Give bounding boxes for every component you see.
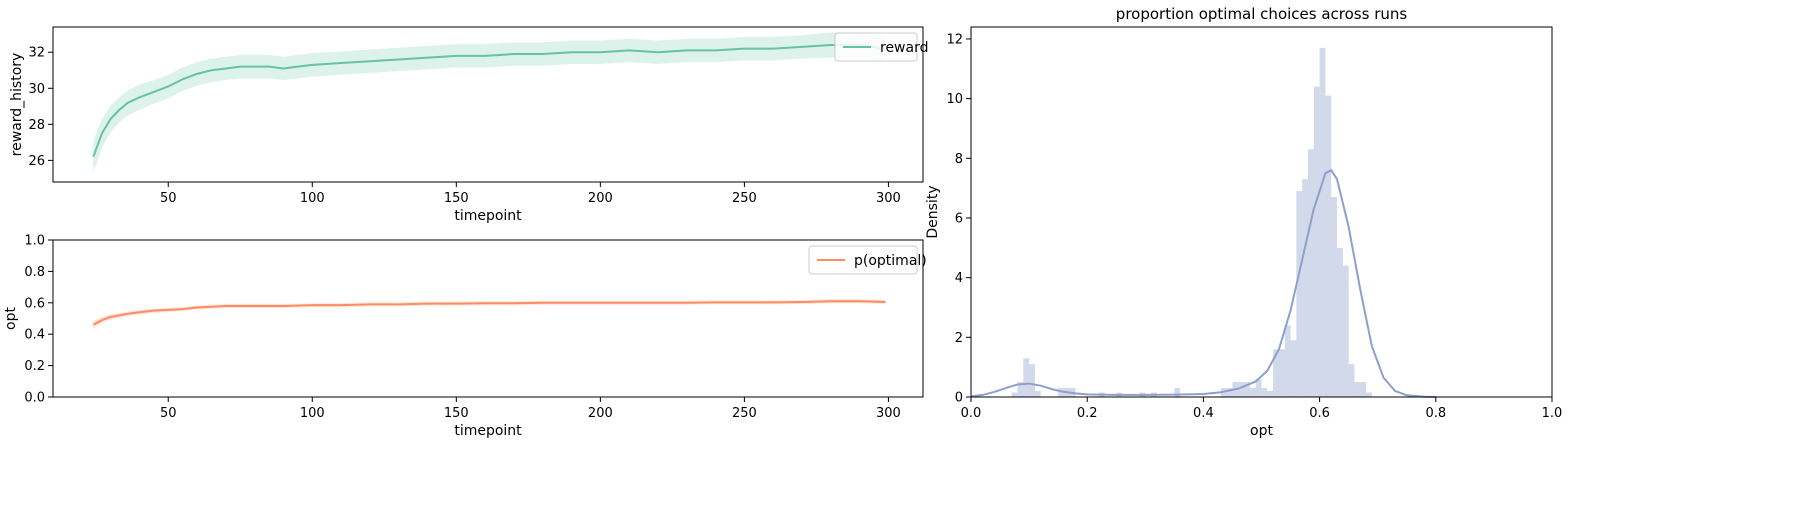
chart-p-optimal: 50 100 150 200 250 300 0.0 0.2 0.4 0.6 0.8 1.0 timep… <box>3 234 927 440</box>
x-tick-label: 0.4 <box>1193 406 1214 421</box>
x-tick-label: 200 <box>588 191 613 206</box>
histogram-bar <box>1011 392 1018 397</box>
histogram-bar <box>1337 247 1343 397</box>
histogram-bar <box>1226 388 1233 397</box>
x-tick-label: 250 <box>732 191 757 206</box>
y-tick-label: 26 <box>28 154 45 169</box>
histogram-bar <box>1354 382 1361 397</box>
histogram-bar <box>1174 388 1181 397</box>
y-tick-label: 0.6 <box>24 296 45 311</box>
series-line-reward <box>92 44 886 158</box>
chart-title: proportion optimal choices across runs <box>1116 5 1408 23</box>
histogram-bar <box>1366 392 1372 397</box>
histogram-bar <box>1348 364 1355 397</box>
histogram-bar <box>1296 191 1303 397</box>
histogram-bar <box>1023 358 1030 397</box>
y-tick-label: 1.0 <box>24 234 45 249</box>
histogram-bar <box>1255 379 1262 397</box>
x-tick-label: 300 <box>876 191 901 206</box>
y-tick-label: 0.8 <box>24 265 45 280</box>
series-line-poptimal <box>92 300 886 326</box>
chart-opt-distribution: 0.0 0.2 0.4 0.6 0.8 1.0 0 2 4 6 8 10 12 opt Density pro… <box>925 5 1562 439</box>
axes-frame <box>52 239 924 398</box>
y-tick-label: 28 <box>28 118 45 133</box>
y-tick-label: 0.0 <box>24 391 45 406</box>
x-tick-label: 0.8 <box>1425 406 1446 421</box>
y-axis-label: opt <box>3 307 19 330</box>
histogram-bar <box>1342 265 1349 397</box>
y-tick-label: 0.2 <box>24 359 45 374</box>
y-tick-label: 0 <box>955 391 963 406</box>
histogram-bar <box>1313 86 1320 397</box>
histogram-bar <box>1302 179 1308 397</box>
histogram-bar <box>1058 388 1064 397</box>
x-tick-label: 0.6 <box>1309 406 1330 421</box>
histogram-bar <box>1267 391 1274 397</box>
histogram-bar <box>1238 382 1245 397</box>
y-tick-label: 2 <box>955 331 963 346</box>
x-tick-label: 200 <box>588 406 613 421</box>
y-tick-label: 4 <box>955 271 963 286</box>
x-tick-label: 150 <box>444 406 469 421</box>
legend: p(optimal) <box>808 245 927 275</box>
legend-box <box>808 245 918 275</box>
x-axis-label: timepoint <box>454 423 522 439</box>
x-tick-label: 50 <box>160 406 177 421</box>
y-tick-label: 6 <box>955 211 963 226</box>
histogram-bar <box>1034 391 1041 397</box>
histogram-bar <box>1284 325 1291 397</box>
x-tick-label: 100 <box>300 191 325 206</box>
x-tick-label: 0.2 <box>1077 406 1098 421</box>
histogram-bars <box>1011 47 1372 398</box>
histogram-bar <box>1029 364 1035 397</box>
histogram-bar <box>1249 388 1256 397</box>
y-tick-label: 12 <box>946 32 963 47</box>
histogram-bar <box>1261 388 1268 397</box>
plot-area <box>92 299 886 329</box>
histogram-bar <box>1290 340 1297 397</box>
y-tick-label: 10 <box>946 92 963 107</box>
x-tick-label: 300 <box>876 406 901 421</box>
x-tick-label: 0.0 <box>961 406 982 421</box>
histogram-bar <box>1325 95 1332 398</box>
axes-frame <box>52 26 924 183</box>
histogram-bar <box>1307 149 1314 397</box>
legend-box <box>834 32 918 62</box>
y-axis-label: reward_history <box>9 53 25 157</box>
histogram-bar <box>1331 197 1338 397</box>
x-tick-label: 50 <box>160 191 177 206</box>
x-axis-label: opt <box>1250 423 1273 439</box>
histogram-bar <box>1278 349 1285 397</box>
x-tick-label: 1.0 <box>1542 406 1563 421</box>
y-axis-label: Density <box>925 185 941 238</box>
x-tick-label: 150 <box>444 191 469 206</box>
histogram-bar <box>1017 382 1024 397</box>
y-tick-label: 0.4 <box>24 328 45 343</box>
histogram-bar <box>1273 349 1279 397</box>
plot-area <box>92 32 886 173</box>
legend-label: p(optimal) <box>854 253 927 269</box>
x-tick-label: 250 <box>732 406 757 421</box>
histogram-bar <box>1244 382 1250 397</box>
x-axis-label: timepoint <box>454 208 522 224</box>
y-tick-label: 8 <box>955 152 963 167</box>
kde-curve <box>970 168 1436 398</box>
histogram-bar <box>1319 47 1326 398</box>
y-tick-label: 30 <box>28 82 45 97</box>
x-tick-label: 100 <box>300 406 325 421</box>
chart-reward-history: 50 100 150 200 250 300 26 28 30 32 timepoint reward… <box>9 26 929 224</box>
axes-frame <box>970 26 1553 398</box>
histogram-bar <box>1360 382 1367 397</box>
legend-label: reward <box>880 40 929 56</box>
confidence-band <box>93 32 886 173</box>
legend: reward <box>834 32 929 62</box>
y-tick-label: 32 <box>28 46 45 61</box>
